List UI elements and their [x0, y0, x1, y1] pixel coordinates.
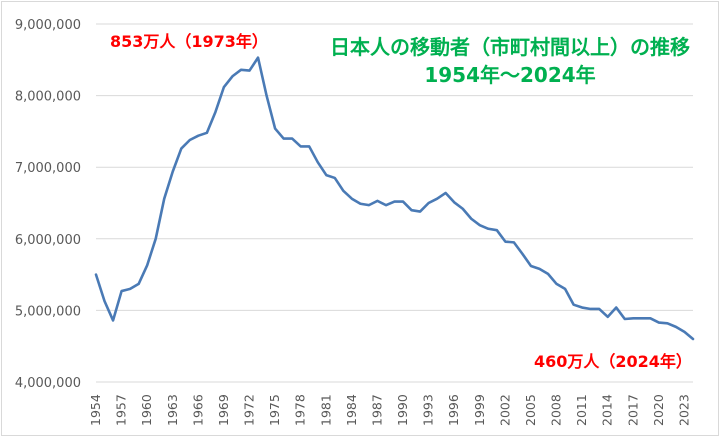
x-tick-label: 1999 — [472, 394, 487, 426]
x-tick-label: 1972 — [242, 394, 257, 426]
x-tick-label: 1990 — [395, 394, 410, 426]
x-tick-label: 1981 — [318, 394, 333, 426]
y-axis-ticks: 4,000,000 5,000,000 6,000,000 7,000,000 8,00… — [15, 18, 81, 391]
chart-title: 日本人の移動者（市町村間以上）の推移 — [330, 35, 690, 59]
x-tick-label: 2020 — [651, 394, 666, 426]
x-tick-label: 1957 — [114, 394, 129, 426]
x-tick-label: 2008 — [549, 394, 564, 426]
annotation-peak: 853万人（1973年） — [110, 32, 268, 51]
y-tick-label: 5,000,000 — [15, 304, 81, 319]
gridlines — [96, 23, 693, 311]
x-tick-label: 1966 — [190, 394, 205, 426]
x-tick-label: 1984 — [344, 394, 359, 426]
x-tick-label: 2017 — [625, 394, 640, 426]
x-tick-label: 1987 — [369, 394, 384, 426]
x-tick-label: 2011 — [574, 394, 589, 426]
x-tick-label: 1993 — [421, 394, 436, 426]
y-tick-label: 4,000,000 — [15, 376, 81, 391]
x-tick-label: 2023 — [676, 394, 691, 426]
y-tick-label: 8,000,000 — [15, 90, 81, 105]
y-tick-label: 6,000,000 — [15, 233, 81, 248]
x-tick-label: 2005 — [523, 394, 538, 426]
x-tick-label: 1954 — [88, 394, 103, 426]
x-tick-label: 1969 — [216, 394, 231, 426]
x-tick-label: 1996 — [446, 394, 461, 426]
series-line — [94, 56, 695, 341]
x-tick-label: 1978 — [293, 394, 308, 426]
y-tick-label: 7,000,000 — [15, 161, 81, 176]
x-tick-label: 1960 — [139, 394, 154, 426]
y-tick-label: 9,000,000 — [15, 18, 81, 33]
x-tick-label: 2002 — [497, 394, 512, 426]
chart-subtitle: 1954年～2024年 — [424, 63, 595, 87]
x-tick-label: 1975 — [267, 394, 282, 426]
x-tick-label: 1963 — [165, 394, 180, 426]
annotation-latest: 460万人（2024年） — [534, 352, 692, 371]
x-tick-label: 2014 — [600, 394, 615, 426]
x-axis-ticks: 1954 1957 1960 1963 1966 1969 1972 1975 1978 1981… — [88, 394, 691, 426]
